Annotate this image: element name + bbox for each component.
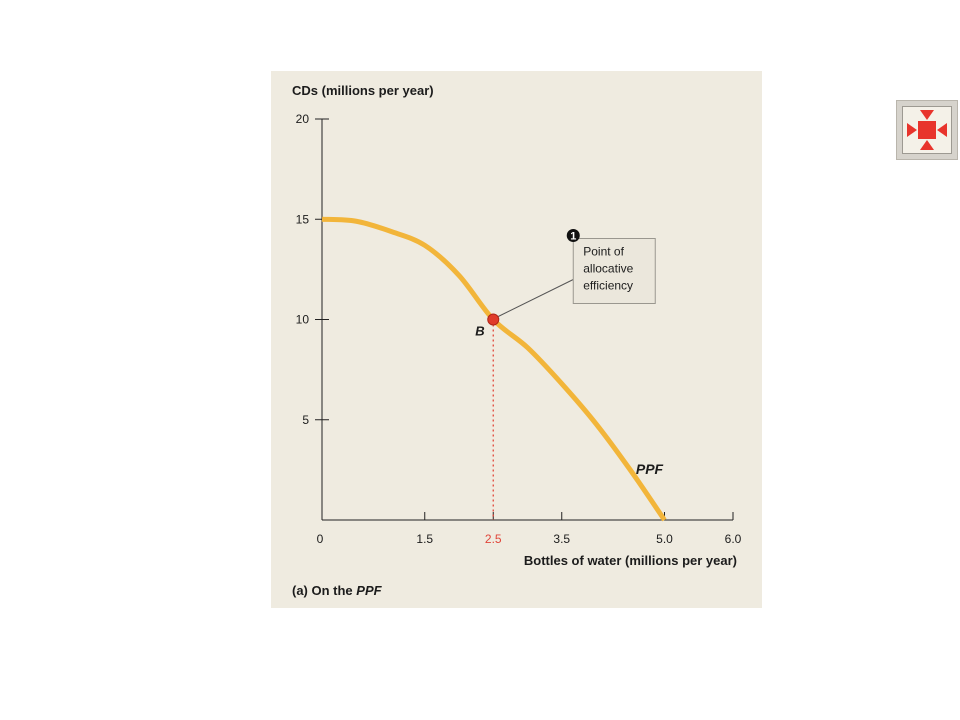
x-tick-label: 1.5 <box>416 532 433 546</box>
y-axis-title: CDs (millions per year) <box>292 83 434 98</box>
series-label-ppf: PPF <box>636 461 664 477</box>
expand-button[interactable] <box>896 100 958 160</box>
caption-prefix: (a) On the <box>292 583 356 598</box>
x-tick-label: 5.0 <box>656 532 673 546</box>
x-tick-label: 3.5 <box>553 532 570 546</box>
callout-box <box>572 238 656 304</box>
y-tick-label: 5 <box>302 413 309 427</box>
callout-number-badge <box>566 229 580 242</box>
y-tick-label: 15 <box>296 212 310 226</box>
x-axis-title: Bottles of water (millions per year) <box>524 553 737 568</box>
callout-text-line-1: Point of <box>583 245 624 259</box>
chart-panel: 5 10 15 20 0 1.5 2.5 3.5 5.0 6.0 PPF 1 Point of a… <box>271 71 762 608</box>
x-tick-label: 6.0 <box>725 532 742 546</box>
callout-text-line-2: allocative <box>583 262 633 276</box>
ppf-chart: 5 10 15 20 0 1.5 2.5 3.5 5.0 6.0 PPF 1 Point of a… <box>292 83 742 598</box>
expand-button-face[interactable] <box>902 106 952 154</box>
callout-leader-line <box>498 279 574 317</box>
x-tick-label: 0 <box>317 532 324 546</box>
x-tick-label: 2.5 <box>485 532 502 546</box>
y-tick-label: 20 <box>296 112 310 126</box>
point-b-marker <box>487 313 500 326</box>
caption-emphasis: PPF <box>356 583 382 598</box>
chart-caption: (a) On the PPF <box>292 583 383 598</box>
callout-number: 1 <box>570 231 576 243</box>
point-b-label: B <box>475 324 484 339</box>
callout-text-line-3: efficiency <box>583 279 633 293</box>
y-tick-label: 10 <box>296 313 310 327</box>
expand-arrows-icon <box>907 110 947 150</box>
